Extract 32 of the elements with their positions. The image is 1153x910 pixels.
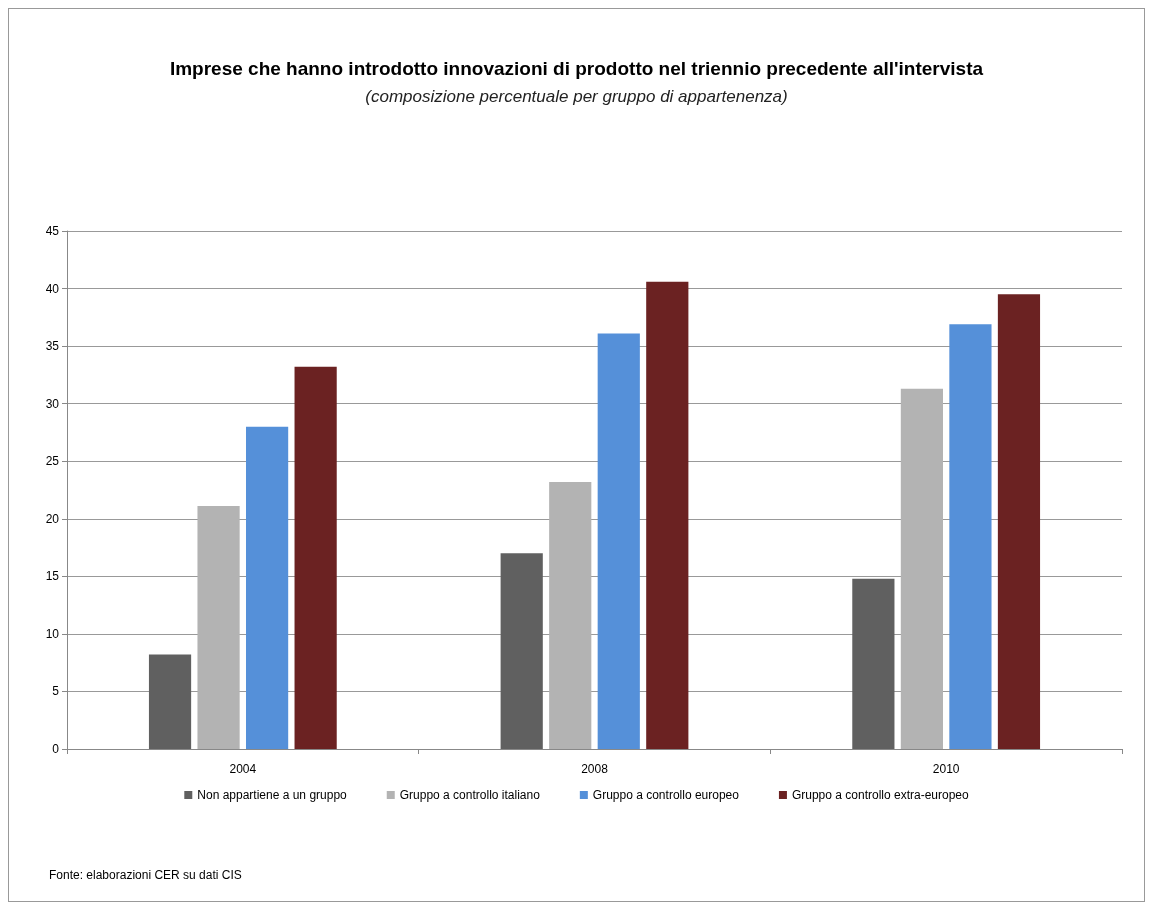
legend-label: Gruppo a controllo europeo — [592, 788, 740, 802]
bar — [646, 281, 689, 749]
y-tick-label: 10 — [45, 626, 60, 641]
y-tick-label: 25 — [45, 454, 60, 469]
bar — [949, 324, 992, 749]
x-tick-label: 2004 — [229, 762, 257, 776]
y-tick-label: 45 — [45, 224, 60, 238]
bar — [852, 578, 895, 749]
y-tick-label: 5 — [52, 684, 60, 699]
chart-subtitle: (composizione percentuale per gruppo di appartenenza) — [365, 87, 788, 106]
bar — [597, 333, 640, 749]
bar — [549, 481, 592, 749]
y-tick-label: 40 — [45, 281, 60, 296]
y-tick-label: 20 — [45, 511, 60, 526]
y-tick-label: 0 — [52, 742, 60, 756]
legend-label: Gruppo a controllo extra-europeo — [791, 788, 970, 802]
chart-title: Imprese che hanno introdotto innovazioni di prodotto nel triennio precedente all'intervista — [169, 58, 984, 79]
y-tick-label: 15 — [45, 569, 60, 584]
x-tick-label: 2008 — [581, 762, 609, 776]
bar — [500, 553, 543, 749]
bar — [246, 426, 289, 749]
source-note: Fonte: elaborazioni CER su dati CIS — [49, 868, 242, 882]
y-tick-label: 35 — [45, 339, 60, 354]
bar — [997, 294, 1041, 749]
bar — [294, 366, 337, 749]
bar — [197, 506, 240, 749]
x-tick-label: 2010 — [932, 762, 960, 776]
bar — [900, 388, 943, 749]
bar — [148, 654, 192, 749]
y-tick-label: 30 — [45, 396, 60, 411]
legend-label: Non appartiene a un gruppo — [197, 788, 348, 802]
legend-label: Gruppo a controllo italiano — [399, 788, 541, 802]
